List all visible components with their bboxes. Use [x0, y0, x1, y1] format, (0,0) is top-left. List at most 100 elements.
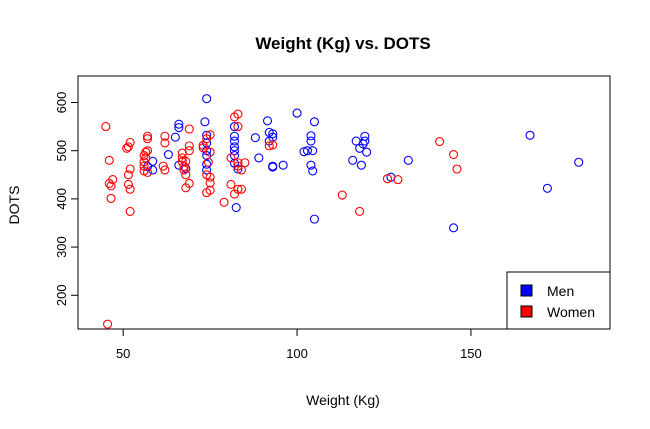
point-women — [125, 137, 135, 148]
y-tick-label: 300 — [54, 236, 69, 258]
point-men — [356, 160, 366, 170]
point-women — [125, 206, 135, 216]
point-men — [525, 130, 535, 140]
point-men — [174, 119, 184, 129]
point-women — [139, 157, 149, 167]
y-tick-label: 200 — [54, 284, 69, 306]
y-tick-label: 600 — [54, 92, 69, 114]
point-men — [309, 214, 319, 224]
point-men — [360, 131, 370, 141]
point-women — [355, 206, 365, 216]
x-tick-label: 100 — [286, 346, 308, 361]
point-women — [264, 141, 274, 151]
point-women — [184, 146, 194, 156]
point-women — [142, 146, 153, 156]
point-men — [254, 153, 264, 163]
point-men — [250, 133, 260, 143]
point-women — [205, 130, 215, 140]
point-men — [278, 160, 288, 170]
point-men — [403, 155, 413, 165]
x-axis-label: Weight (Kg) — [306, 392, 380, 408]
point-men — [306, 131, 316, 141]
point-men — [302, 146, 313, 156]
point-men — [229, 136, 240, 146]
point-men — [262, 116, 273, 126]
point-women — [142, 134, 153, 144]
point-women — [160, 165, 170, 175]
point-men — [163, 150, 173, 160]
point-men — [299, 147, 309, 157]
point-men — [268, 162, 278, 172]
point-men — [309, 117, 319, 127]
point-women — [337, 190, 347, 200]
x-tick-label: 150 — [460, 346, 482, 361]
point-women — [106, 181, 116, 191]
point-women — [108, 175, 118, 185]
point-women — [141, 147, 151, 157]
y-axis-label: DOTS — [6, 186, 22, 225]
y-axis: 200 300 400 500 600 — [54, 92, 78, 306]
point-women — [203, 157, 213, 167]
point-women — [268, 140, 278, 150]
point-women — [142, 167, 153, 177]
point-men — [542, 183, 552, 193]
point-women — [106, 193, 116, 203]
point-women — [198, 143, 208, 153]
point-women — [104, 155, 114, 165]
point-women — [123, 170, 133, 180]
point-women — [435, 136, 445, 147]
point-women — [229, 189, 240, 199]
point-women — [205, 147, 215, 157]
legend: Men Women — [506, 271, 611, 330]
point-men — [348, 155, 358, 165]
point-women — [125, 164, 135, 174]
point-women — [184, 141, 194, 151]
point-men — [200, 117, 210, 127]
point-women — [160, 131, 170, 141]
point-men — [308, 166, 318, 176]
point-men — [231, 203, 241, 213]
point-men — [229, 131, 240, 141]
point-women — [233, 109, 243, 119]
point-women — [226, 153, 236, 163]
point-women — [125, 184, 135, 194]
point-men — [292, 108, 302, 118]
point-women — [219, 197, 229, 207]
plot-frame — [77, 75, 611, 330]
point-women — [103, 319, 113, 329]
point-women — [233, 158, 243, 168]
point-women — [184, 124, 194, 134]
point-women — [160, 138, 170, 148]
point-women — [448, 150, 459, 160]
data-points — [101, 94, 584, 329]
point-women — [181, 156, 191, 166]
point-men — [148, 165, 158, 175]
chart-title: Weight (Kg) vs. DOTS — [255, 34, 430, 53]
point-women — [240, 158, 250, 168]
point-men — [308, 146, 318, 156]
point-men — [362, 147, 372, 157]
legend-swatch-men — [520, 284, 533, 297]
legend-label-men: Men — [547, 283, 574, 299]
point-women — [179, 165, 189, 175]
point-women — [205, 178, 215, 188]
point-men — [574, 157, 584, 167]
point-women — [205, 185, 215, 195]
legend-box — [506, 271, 611, 330]
point-women — [181, 170, 191, 180]
point-men — [174, 123, 184, 133]
point-women — [123, 179, 133, 189]
point-women — [236, 165, 246, 175]
point-men — [170, 132, 180, 142]
legend-swatch-women — [520, 305, 533, 318]
point-men — [233, 164, 243, 174]
point-women — [123, 142, 133, 152]
point-women — [236, 184, 246, 194]
point-men — [202, 94, 212, 104]
y-tick-label: 500 — [54, 140, 69, 162]
point-men — [306, 136, 316, 146]
point-men — [268, 129, 278, 139]
point-women — [382, 174, 393, 184]
